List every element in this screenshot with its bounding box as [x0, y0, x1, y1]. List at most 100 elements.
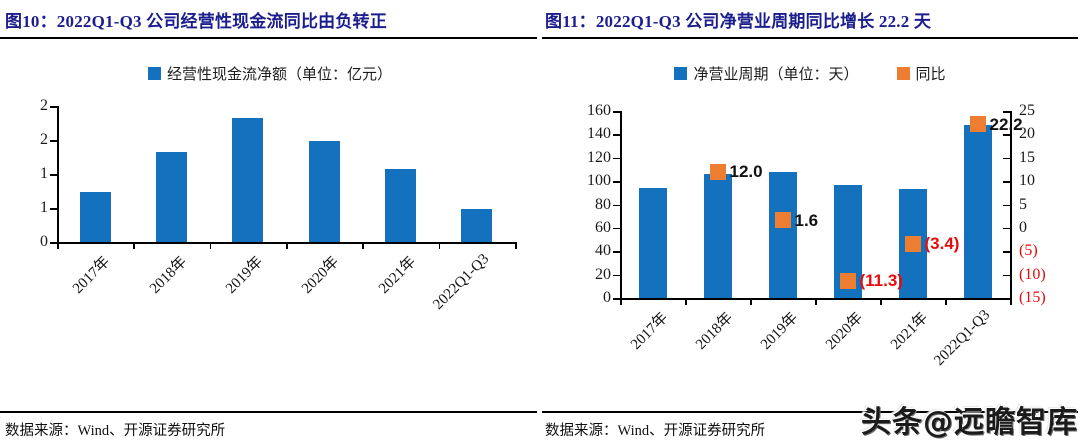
y-axis-line	[57, 106, 59, 244]
secondary-y-axis-tick	[1003, 227, 1010, 230]
y-axis-tick-label: 140	[587, 125, 611, 143]
x-axis-tick	[286, 242, 288, 249]
figure-10-title: 图10：2022Q1-Q3 公司经营性现金流同比由负转正	[5, 12, 387, 31]
bar	[703, 173, 732, 298]
y-axis-tick	[613, 204, 620, 206]
x-axis-tick	[1010, 298, 1012, 305]
data-label: 12.0	[729, 162, 763, 182]
secondary-y-axis-tick-label: 15	[1019, 148, 1035, 166]
data-label: 22.2	[989, 114, 1023, 134]
figure-11-source-divider	[542, 411, 1078, 413]
yoy-marker-icon	[709, 163, 726, 180]
figure-10-plot: 2 2 1 1 0 2017年 2018年 2019年 2020年 2021年 2022Q1-Q3	[40, 97, 517, 313]
legend-swatch-icon	[147, 66, 161, 80]
y-axis-tick	[613, 227, 620, 230]
figure-11-plot: 160 140 120 100 80 60 40 20 0 25 20 15 10 5 0 (5) (10) (1…	[540, 0, 1080, 445]
y-axis-tick	[613, 251, 620, 253]
y-axis-tick-label: 1	[40, 199, 48, 216]
x-axis-tick	[362, 242, 364, 249]
x-axis-tick	[209, 242, 212, 249]
y-axis-line	[620, 111, 622, 300]
legend-label: 经营性现金流净额（单位：亿元）	[166, 66, 392, 83]
x-axis-tick	[620, 298, 622, 305]
figure-11-legend: 净营业周期（单位：天） 同比	[540, 60, 1080, 86]
secondary-y-axis-tick	[1003, 111, 1010, 113]
x-axis-tick	[815, 298, 817, 305]
y-axis-tick-label: 0	[603, 289, 611, 306]
legend-label: 净营业周期（单位：天）	[693, 66, 859, 83]
secondary-y-axis-tick-label: 25	[1019, 102, 1035, 119]
bar	[461, 209, 493, 242]
secondary-y-axis-tick-label: 10	[1019, 172, 1035, 190]
yoy-marker-icon	[904, 235, 921, 252]
y-axis-tick	[613, 274, 620, 277]
y-axis-tick	[613, 298, 620, 300]
x-axis-tick	[685, 298, 687, 305]
x-axis-tick-label: 2020年	[299, 253, 343, 297]
legend-item: 同比	[896, 63, 946, 84]
y-axis-tick-label: 2	[40, 131, 48, 148]
bar	[232, 118, 264, 242]
bar	[768, 171, 797, 298]
y-axis-tick	[50, 242, 57, 244]
secondary-y-axis-tick-label: (15)	[1019, 289, 1046, 306]
y-axis-tick	[50, 106, 57, 108]
secondary-y-axis-tick	[1003, 274, 1010, 277]
data-label: 1.6	[794, 210, 819, 230]
bar	[156, 151, 187, 242]
y-axis-tick-label: 120	[587, 148, 611, 166]
secondary-y-axis-tick	[1003, 134, 1010, 136]
secondary-y-axis-tick	[1003, 181, 1010, 183]
secondary-y-axis-tick-label: 5	[1019, 195, 1027, 213]
bar	[308, 141, 340, 242]
watermark-toutiao-yuanzhan-zhiku: 头条@远瞻智库	[861, 405, 1078, 440]
secondary-y-axis-line	[1010, 111, 1012, 300]
secondary-y-axis-tick-label: (10)	[1019, 265, 1046, 283]
figure-10-panel: 图10：2022Q1-Q3 公司经营性现金流同比由负转正 经营性现金流净额（单位…	[0, 12, 540, 439]
secondary-y-axis-tick-label: 0	[1019, 218, 1027, 236]
legend-item: 经营性现金流净额（单位：亿元）	[147, 63, 392, 84]
legend-item: 净营业周期（单位：天）	[674, 63, 859, 84]
x-axis-tick-label: 2021年	[375, 253, 419, 297]
x-axis-tick	[57, 242, 59, 249]
figure-11-title: 图11：2022Q1-Q3 公司净营业周期同比增长 22.2 天	[545, 12, 932, 31]
y-axis-tick	[613, 111, 620, 113]
secondary-y-axis-tick	[1003, 298, 1010, 300]
secondary-y-axis-tick	[1003, 157, 1010, 160]
y-axis-tick-label: 60	[595, 218, 611, 236]
y-axis-tick-label: 2	[40, 97, 48, 114]
y-axis-tick	[50, 208, 57, 210]
bar	[638, 187, 667, 298]
yoy-marker-icon	[774, 212, 791, 229]
yoy-marker-icon	[839, 272, 856, 289]
secondary-y-axis-tick-label: 20	[1019, 125, 1035, 143]
y-axis-tick-label: 20	[595, 265, 611, 283]
secondary-y-axis-tick	[1003, 204, 1010, 206]
x-axis-tick	[515, 242, 517, 249]
legend-label: 同比	[915, 66, 946, 83]
x-axis-tick	[438, 242, 441, 249]
y-axis-tick	[613, 181, 620, 183]
data-label: (3.4)	[924, 234, 960, 254]
data-label: (11.3)	[859, 271, 903, 291]
figure-10-legend: 经营性现金流净额（单位：亿元）	[0, 60, 540, 86]
y-axis-tick-label: 80	[595, 195, 611, 213]
legend-swatch-icon	[674, 66, 688, 80]
figure-10-source-divider	[0, 411, 537, 413]
figure-11-title-divider	[542, 37, 1078, 39]
y-axis-tick	[50, 140, 57, 142]
figure-10-source: 数据来源：Wind、开源证券研究所	[5, 423, 226, 439]
bar	[79, 191, 111, 242]
bar	[963, 125, 992, 298]
y-axis-tick-label: 160	[587, 102, 611, 119]
figure-11-panel: 图11：2022Q1-Q3 公司净营业周期同比增长 22.2 天 净营业周期（单…	[540, 0, 1080, 445]
y-axis-tick-label: 100	[587, 172, 611, 190]
figure-11-source: 数据来源：Wind、开源证券研究所	[545, 423, 766, 439]
x-axis-tick	[750, 298, 752, 305]
x-axis-tick-label: 2018年	[146, 253, 190, 297]
x-axis-tick	[133, 242, 135, 249]
y-axis-tick-label: 1	[40, 165, 48, 182]
x-axis-tick	[945, 298, 947, 305]
legend-swatch-icon	[896, 66, 910, 80]
secondary-y-axis-tick-label: (5)	[1019, 242, 1038, 260]
